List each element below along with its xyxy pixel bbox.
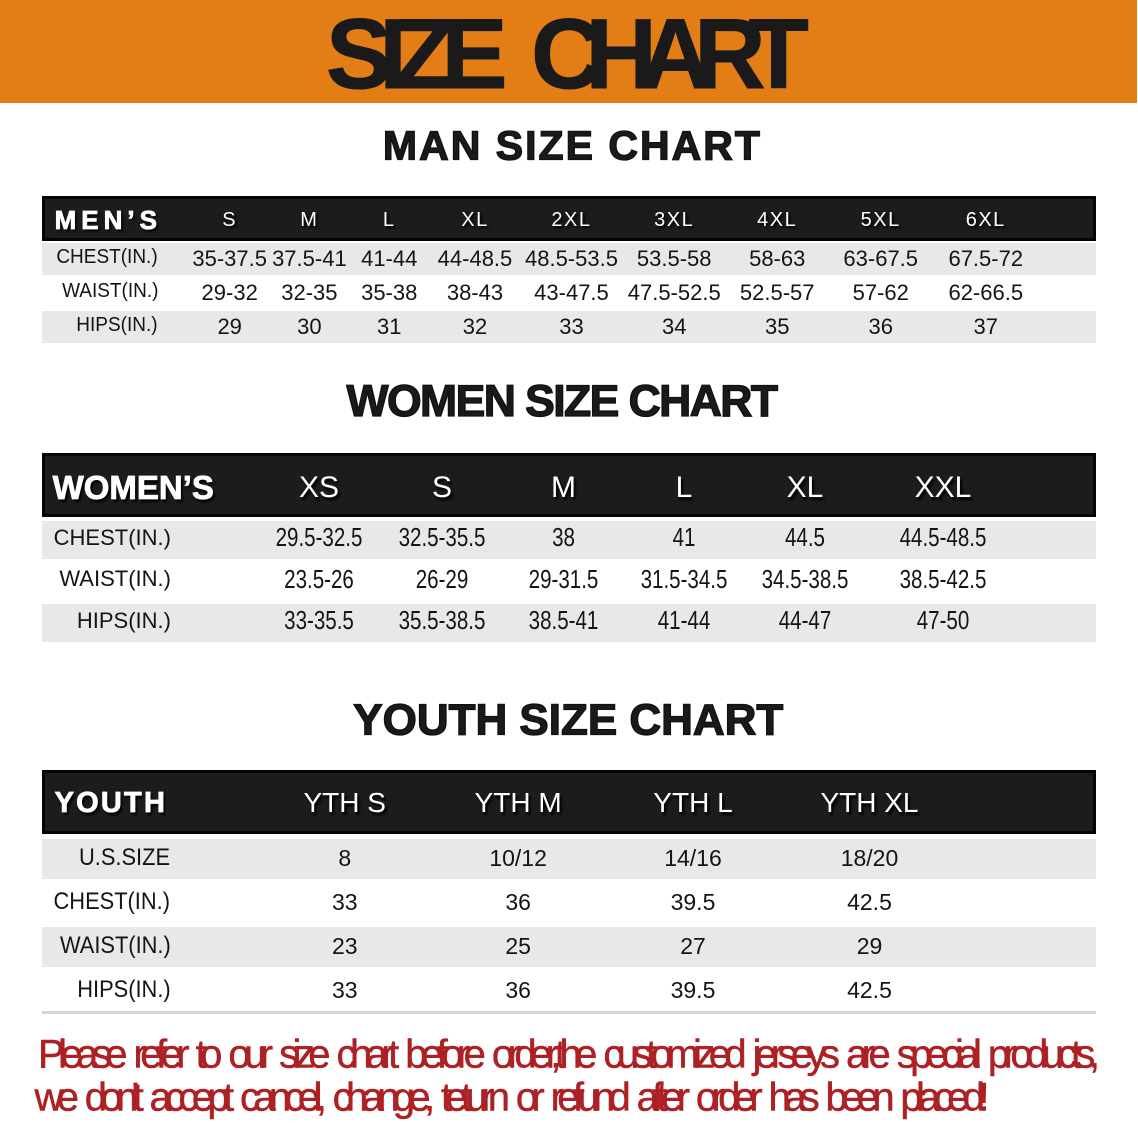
svg-text:MAN SIZE CHART: MAN SIZE CHART — [383, 123, 760, 169]
svg-text:WOMEN SIZE CHART: WOMEN SIZE CHART — [347, 377, 779, 426]
svg-text:Please refer to our size chart: Please refer to our size chart before or… — [38, 1033, 1100, 1077]
svg-text:SIZE: SIZE — [326, 0, 514, 109]
svg-text:YOUTH SIZE CHART: YOUTH SIZE CHART — [353, 695, 783, 744]
svg-text:CHART: CHART — [531, 0, 815, 109]
svg-text:we don't accept cancel, change: we don't accept cancel, change, teturn o… — [34, 1075, 990, 1119]
